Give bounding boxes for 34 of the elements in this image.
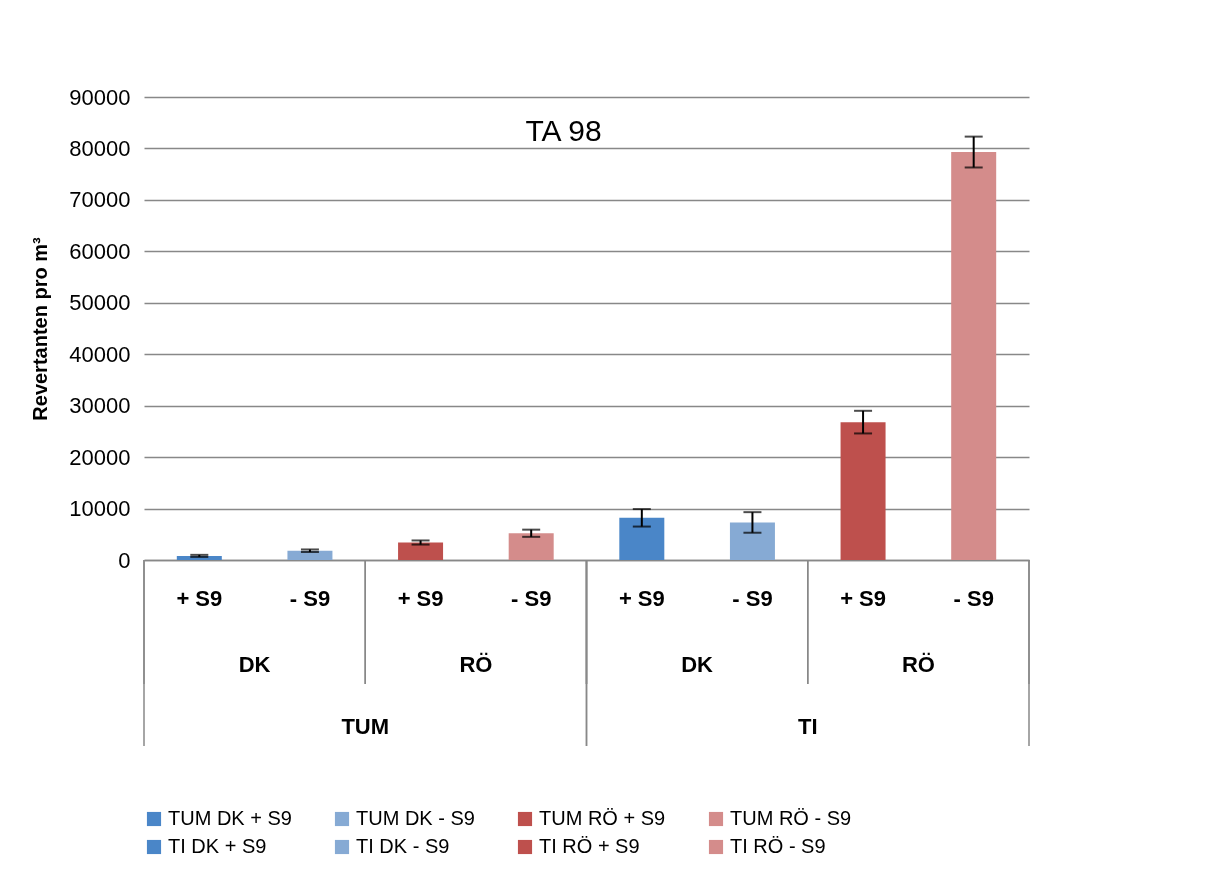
text: TUM [341,714,390,739]
legend-label: TI RÖ - S9 [730,835,826,857]
y-tick-label: 50000 [69,290,131,316]
legend-label: TI DK - S9 [356,835,450,857]
y-tick-label: 60000 [69,238,131,264]
legend-label: TUM RÖ + S9 [539,807,666,829]
x-tick-label: - S9 [953,585,994,611]
x-tick-label: - S9 [732,585,773,611]
y-tick-label: 80000 [69,135,131,161]
y-tick-label: 90000 [69,84,131,110]
text: RÖ [459,652,493,677]
legend-label: TI RÖ + S9 [539,835,640,857]
x-tick-label: + S9 [618,585,665,611]
legend-label: TUM DK + S9 [168,807,292,829]
y-tick-label: 0 [118,547,131,573]
x-tick-label: - S9 [511,585,552,611]
legend-label: TI DK + S9 [168,835,267,857]
text: TA 98 [525,114,602,147]
x-tick-label: + S9 [176,585,223,611]
y-tick-label: 20000 [69,444,131,470]
y-tick-label: 30000 [69,393,131,419]
legend-label: TUM RÖ - S9 [730,807,852,829]
y-tick-label: 10000 [69,496,131,522]
text: DK [681,652,714,677]
x-tick-label: + S9 [397,585,444,611]
y-tick-label: 40000 [69,341,131,367]
text: RÖ [901,652,935,677]
y-tick-label: 70000 [69,187,131,213]
text: DK [238,652,271,677]
x-tick-label: + S9 [840,585,886,611]
text: TI [797,714,818,739]
y-axis-title: Revertanten pro m³ [29,236,52,421]
x-tick-label: - S9 [289,585,331,611]
legend-label: TUM DK - S9 [356,807,475,829]
